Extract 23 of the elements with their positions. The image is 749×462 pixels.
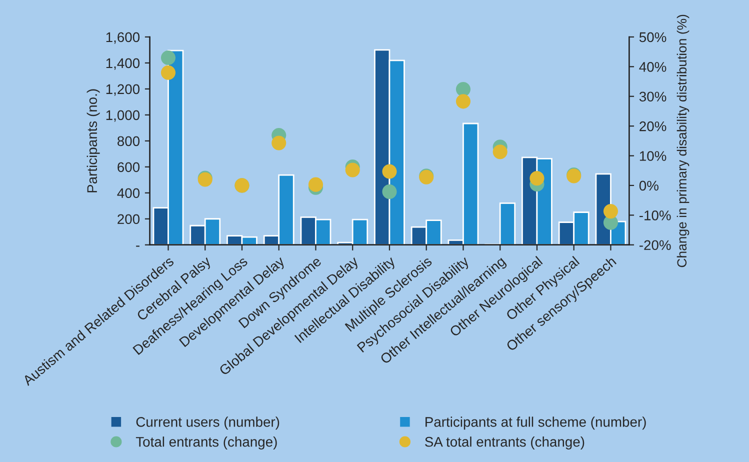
y2-tick-label: 50% [639,32,666,42]
y2-tick-label: 20% [640,121,666,132]
y-tick-label: - [136,246,140,247]
y2-tick-label: -20% [640,240,671,250]
legend-label: Total entrants (change) [136,436,277,450]
y-tick-label: 1,600 [106,32,140,44]
legend-label: Current users (number) [136,416,280,430]
y2-axis-title: Change in primary disability distribution (%) [676,14,690,268]
y2-tick-label: 40% [639,62,666,72]
y-tick-label: 1,200 [106,84,140,96]
y2-tick-label: -10% [640,210,671,220]
y-tick-label: 1,400 [106,58,140,70]
y-tick-label: 200 [118,214,140,224]
legend-label: SA total entrants (change) [425,436,584,450]
y2-tick-label: 10% [640,151,666,161]
y2-tick-label: 30% [639,92,666,102]
y-tick-label: 800 [118,136,140,146]
y2-tick-label: 0% [639,180,658,191]
y-tick-label: 400 [117,188,140,198]
y-tick-label: 1,000 [106,110,140,122]
y-axis-title: Participants (no.) [86,89,100,192]
legend-label: Participants at full scheme (number) [426,416,646,430]
y-tick-label: 600 [118,162,140,172]
